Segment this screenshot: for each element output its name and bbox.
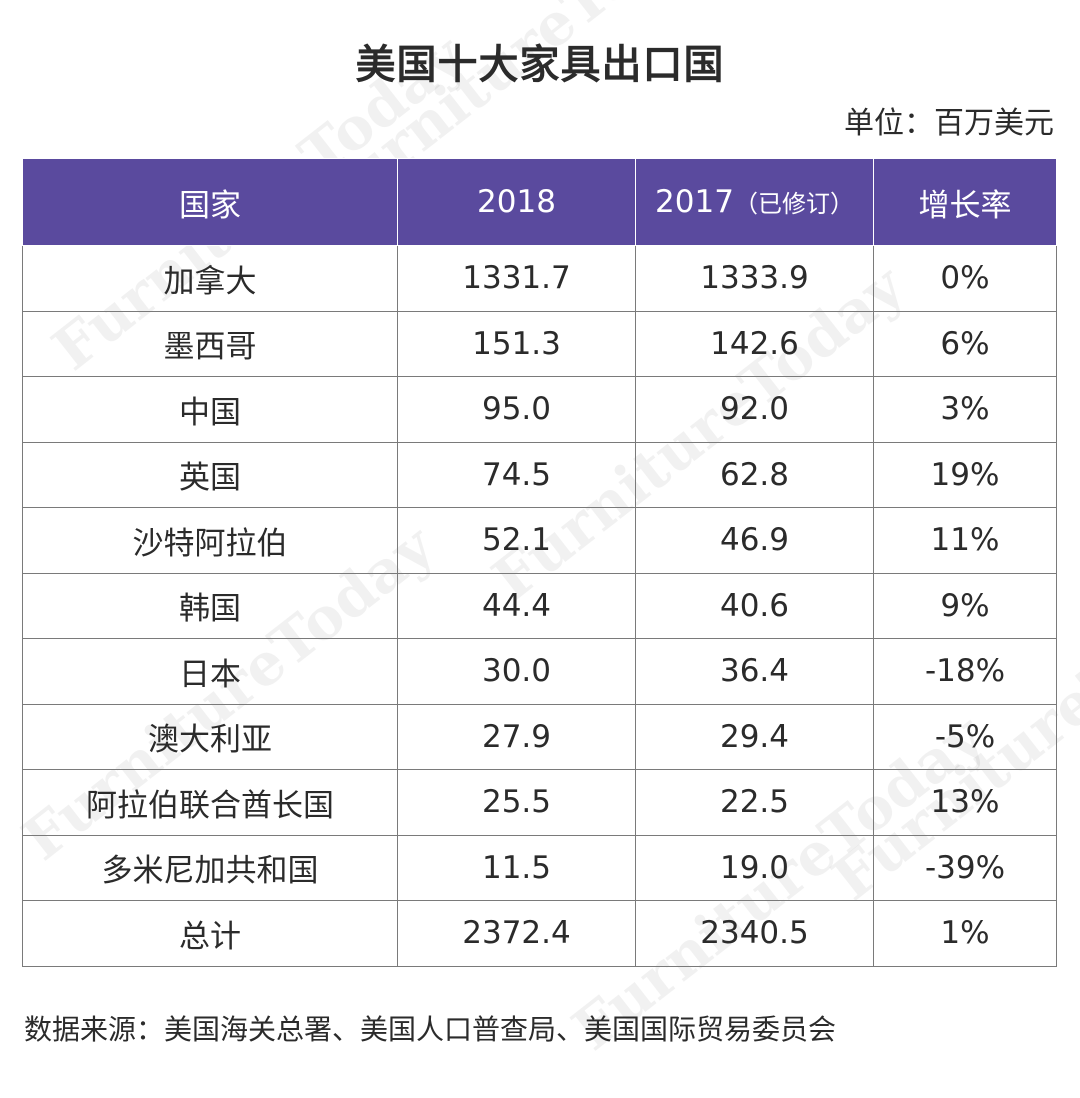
cell-country: 总计	[22, 900, 398, 967]
table-row: 阿拉伯联合酋长国 25.5 22.5 13%	[22, 769, 1057, 836]
page-title: 美国十大家具出口国	[355, 42, 725, 88]
table-row: 总计 2372.4 2340.5 1%	[22, 900, 1057, 967]
cell-2017: 46.9	[635, 507, 874, 574]
header-2018: 2018	[397, 158, 636, 246]
table-row: 加拿大 1331.7 1333.9 0%	[22, 245, 1057, 312]
header-2017: 2017（已修订）	[635, 158, 874, 246]
cell-growth: 1%	[873, 900, 1057, 967]
cell-growth: 0%	[873, 245, 1057, 312]
cell-2018: 11.5	[397, 834, 636, 901]
cell-growth: 9%	[873, 572, 1057, 639]
table-row: 墨西哥 151.3 142.6 6%	[22, 310, 1057, 377]
cell-country: 澳大利亚	[22, 703, 398, 770]
cell-growth: -39%	[873, 834, 1057, 901]
cell-2018: 74.5	[397, 441, 636, 508]
table-row: 日本 30.0 36.4 -18%	[22, 638, 1057, 705]
table-row: 中国 95.0 92.0 3%	[22, 376, 1057, 443]
cell-2018: 1331.7	[397, 245, 636, 312]
cell-2017: 62.8	[635, 441, 874, 508]
unit-label: 单位：百万美元	[844, 106, 1054, 141]
table-header-row: 国家 2018 2017（已修订） 增长率	[22, 158, 1057, 246]
cell-2017: 22.5	[635, 769, 874, 836]
cell-2018: 30.0	[397, 638, 636, 705]
cell-country: 韩国	[22, 572, 398, 639]
table-row: 多米尼加共和国 11.5 19.0 -39%	[22, 834, 1057, 901]
cell-country: 墨西哥	[22, 310, 398, 377]
table-row: 韩国 44.4 40.6 9%	[22, 572, 1057, 639]
cell-country: 多米尼加共和国	[22, 834, 398, 901]
cell-country: 日本	[22, 638, 398, 705]
table-body: 加拿大 1331.7 1333.9 0% 墨西哥 151.3 142.6 6% 中国 95.0 92…	[22, 245, 1057, 967]
cell-2018: 44.4	[397, 572, 636, 639]
cell-2017: 142.6	[635, 310, 874, 377]
header-2017-year: 2017	[655, 184, 734, 220]
export-table: 国家 2018 2017（已修订） 增长率 加拿大 1331.7 1333.9 0% 墨…	[22, 158, 1057, 967]
cell-country: 英国	[22, 441, 398, 508]
cell-2017: 1333.9	[635, 245, 874, 312]
table-row: 澳大利亚 27.9 29.4 -5%	[22, 703, 1057, 770]
cell-2018: 25.5	[397, 769, 636, 836]
cell-2018: 151.3	[397, 310, 636, 377]
cell-growth: 3%	[873, 376, 1057, 443]
cell-growth: 11%	[873, 507, 1057, 574]
data-source: 数据来源：美国海关总署、美国人口普查局、美国国际贸易委员会	[24, 1013, 837, 1046]
cell-2018: 27.9	[397, 703, 636, 770]
cell-growth: -5%	[873, 703, 1057, 770]
cell-country: 中国	[22, 376, 398, 443]
cell-2018: 95.0	[397, 376, 636, 443]
cell-2017: 92.0	[635, 376, 874, 443]
cell-2017: 19.0	[635, 834, 874, 901]
cell-2017: 40.6	[635, 572, 874, 639]
table-row: 英国 74.5 62.8 19%	[22, 441, 1057, 508]
cell-2018: 2372.4	[397, 900, 636, 967]
cell-2018: 52.1	[397, 507, 636, 574]
cell-growth: -18%	[873, 638, 1057, 705]
header-growth: 增长率	[873, 158, 1057, 246]
cell-growth: 19%	[873, 441, 1057, 508]
header-2017-note: （已修订）	[733, 190, 854, 218]
cell-country: 加拿大	[22, 245, 398, 312]
cell-2017: 36.4	[635, 638, 874, 705]
cell-2017: 2340.5	[635, 900, 874, 967]
cell-growth: 6%	[873, 310, 1057, 377]
cell-country: 沙特阿拉伯	[22, 507, 398, 574]
cell-country: 阿拉伯联合酋长国	[22, 769, 398, 836]
header-country: 国家	[22, 158, 398, 246]
table-row: 沙特阿拉伯 52.1 46.9 11%	[22, 507, 1057, 574]
cell-growth: 13%	[873, 769, 1057, 836]
cell-2017: 29.4	[635, 703, 874, 770]
